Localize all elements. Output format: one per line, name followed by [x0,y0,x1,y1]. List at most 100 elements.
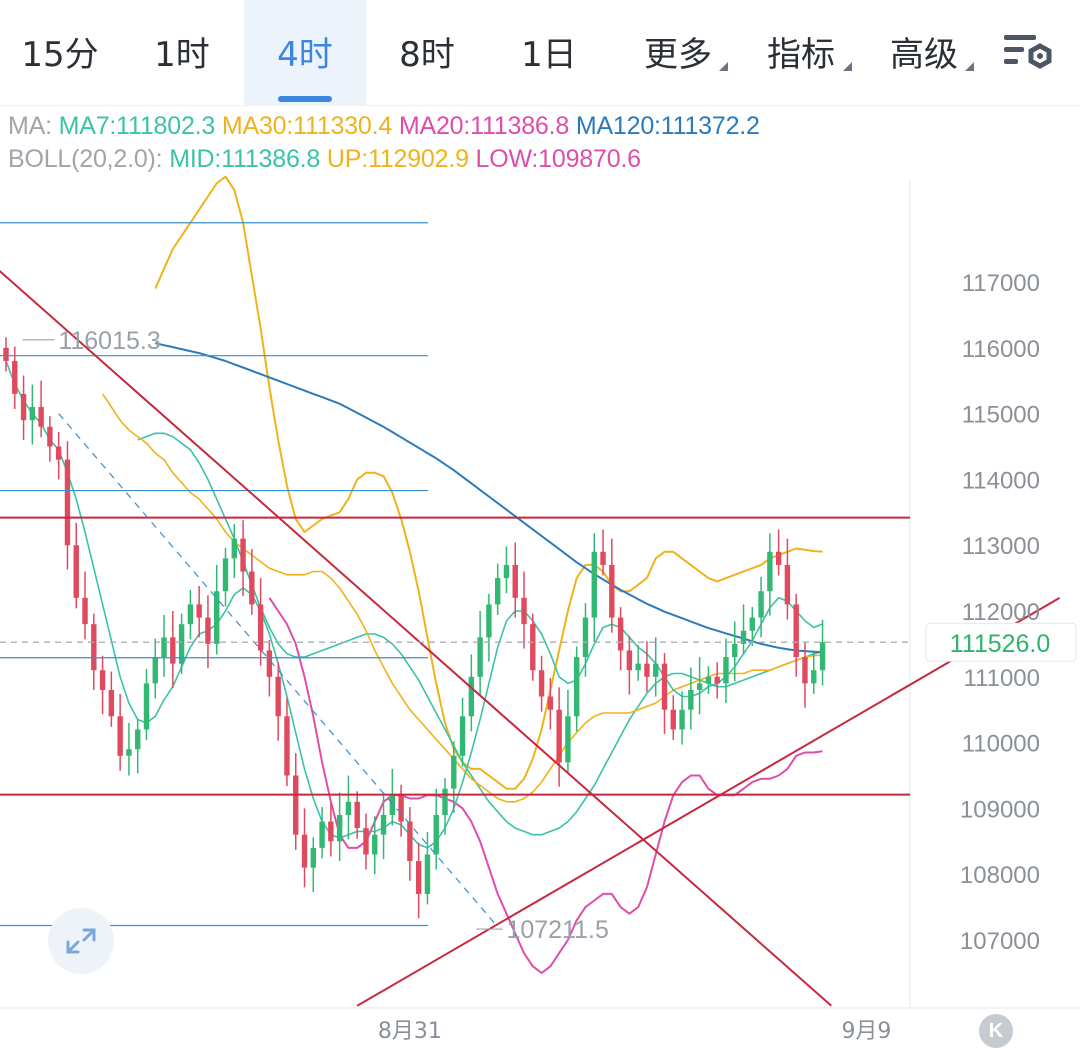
candle-body [135,729,141,750]
tab-label: 高级 [890,35,958,75]
candle-body [372,834,378,855]
candle [55,432,62,480]
candle-body [55,446,62,460]
candle-body [503,564,510,579]
candle [398,784,404,837]
tab-label: 1时 [154,35,210,75]
caret-down-icon [965,62,974,71]
candle-body [582,617,589,658]
candle [82,571,88,640]
candle-body [477,637,483,677]
candle [231,524,237,579]
candle-body [494,578,501,605]
y-tick-label: 107000 [960,928,1040,955]
ma30-line [101,393,823,803]
candle [521,571,527,649]
candle-body [249,571,255,605]
candle-body [91,624,97,671]
chart-settings-icon[interactable] [1002,32,1058,76]
k-line-toggle-button[interactable]: K [979,1014,1013,1048]
expand-button[interactable] [48,908,114,974]
candle [301,808,308,888]
candle [688,667,694,730]
candle-body [758,591,764,618]
candle [275,662,281,741]
candle-body [82,597,88,625]
candle-body [336,814,343,842]
candle [503,546,510,594]
candle-body [793,604,799,658]
candle [512,542,518,618]
tab-indicators[interactable]: 指标 [746,0,856,105]
tab-8h[interactable]: 8时 [366,0,488,105]
candle [574,646,580,732]
tab-label: 指标 [767,35,835,75]
tab-4h[interactable]: 4时 [244,0,366,105]
tab-15min[interactable]: 15分 [0,0,120,105]
candle-body [468,676,475,717]
candle [477,611,483,697]
candle [451,741,457,814]
boll-low-legend: LOW:109870.6 [475,145,642,173]
candle [389,768,396,826]
candle [3,337,9,372]
candle [494,563,501,615]
candle [749,607,755,646]
candle-body [398,795,404,822]
candle [47,416,53,462]
candle-body [328,821,334,842]
x-tick-label: 9月9 [841,1019,891,1044]
candle [73,522,79,609]
candle [222,547,229,607]
candle-body [29,407,36,421]
candle [547,678,554,730]
trend-line [0,269,832,1007]
candle-body [819,642,826,671]
candle [415,842,422,919]
candle-body [705,676,712,684]
interval-tab-bar: 15分 1时 4时 8时 1日 更多 指标 高级 [0,0,1080,106]
candle [723,638,729,704]
y-tick-label: 115000 [962,402,1040,429]
candle-body [12,360,18,394]
chart-labels: 111526.0 116015.3 107211.5 [0,327,1077,944]
candle-body [354,801,360,829]
boll-legend-prefix: BOLL(20,2.0): [8,145,163,173]
candle-body [617,617,624,651]
drawn-lines [0,222,1061,1007]
candle-body [530,624,536,671]
candle [556,687,562,787]
candle [635,645,641,681]
candle [609,538,615,633]
candle-body [802,657,808,684]
tab-1h[interactable]: 1时 [122,0,242,105]
candle [486,593,492,662]
candle-body [670,709,676,730]
candle-body [609,564,615,618]
tab-1d[interactable]: 1日 [488,0,610,105]
candle [433,788,439,870]
candle [178,613,185,675]
candle-body [64,459,71,546]
candle [108,671,115,727]
candle [170,611,176,688]
candle-body [363,828,369,855]
candle-body [257,604,264,651]
candle-body [767,551,773,592]
candle [354,791,360,839]
candle [644,641,650,692]
tab-advanced[interactable]: 高级 [870,0,978,105]
candle-body [275,676,281,717]
candle-body [661,663,668,710]
candle-body [47,426,53,447]
tab-more[interactable]: 更多 [622,0,734,105]
candle-body [696,683,703,690]
boll-lower-line [268,597,823,974]
candle [91,613,97,690]
candle-body [591,551,597,618]
candle-body [187,604,194,625]
boll-mid-line [137,432,823,836]
candle-body [380,814,387,835]
candle [775,529,782,576]
candle-body [644,663,650,677]
